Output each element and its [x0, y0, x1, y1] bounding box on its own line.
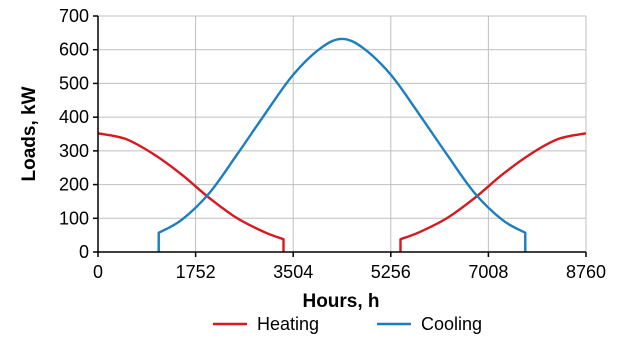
x-tick-label: 0 — [93, 262, 103, 282]
series-layer — [97, 37, 587, 252]
y-tick-label: 400 — [59, 107, 89, 127]
y-tick-label: 0 — [79, 242, 89, 262]
x-tick-label: 1752 — [176, 262, 216, 282]
y-axis-title: Loads, kW — [19, 86, 40, 181]
series-line-cooling — [157, 37, 527, 252]
axes-layer — [93, 15, 587, 257]
legend-label-heating: Heating — [257, 314, 319, 334]
legend-label-cooling: Cooling — [421, 314, 482, 334]
x-tick-label: 7008 — [468, 262, 508, 282]
y-tick-label: 500 — [59, 73, 89, 93]
grid-layer — [97, 15, 587, 253]
legend: Heating Cooling — [213, 314, 482, 334]
tick-layer: 0 100 200 300 400 500 600 700 0 1752 3504 5256 7008 8… — [59, 6, 606, 282]
series-line-heating — [97, 132, 285, 252]
series-line-heating — [399, 132, 587, 252]
x-tick-label: 3504 — [273, 262, 313, 282]
y-tick-label: 300 — [59, 141, 89, 161]
y-tick-label: 700 — [59, 6, 89, 26]
x-tick-label: 5256 — [371, 262, 411, 282]
y-tick-label: 100 — [59, 208, 89, 228]
x-tick-label: 8760 — [566, 262, 606, 282]
y-tick-label: 200 — [59, 175, 89, 195]
y-tick-label: 600 — [59, 40, 89, 60]
x-axis-title: Hours, h — [302, 291, 379, 312]
